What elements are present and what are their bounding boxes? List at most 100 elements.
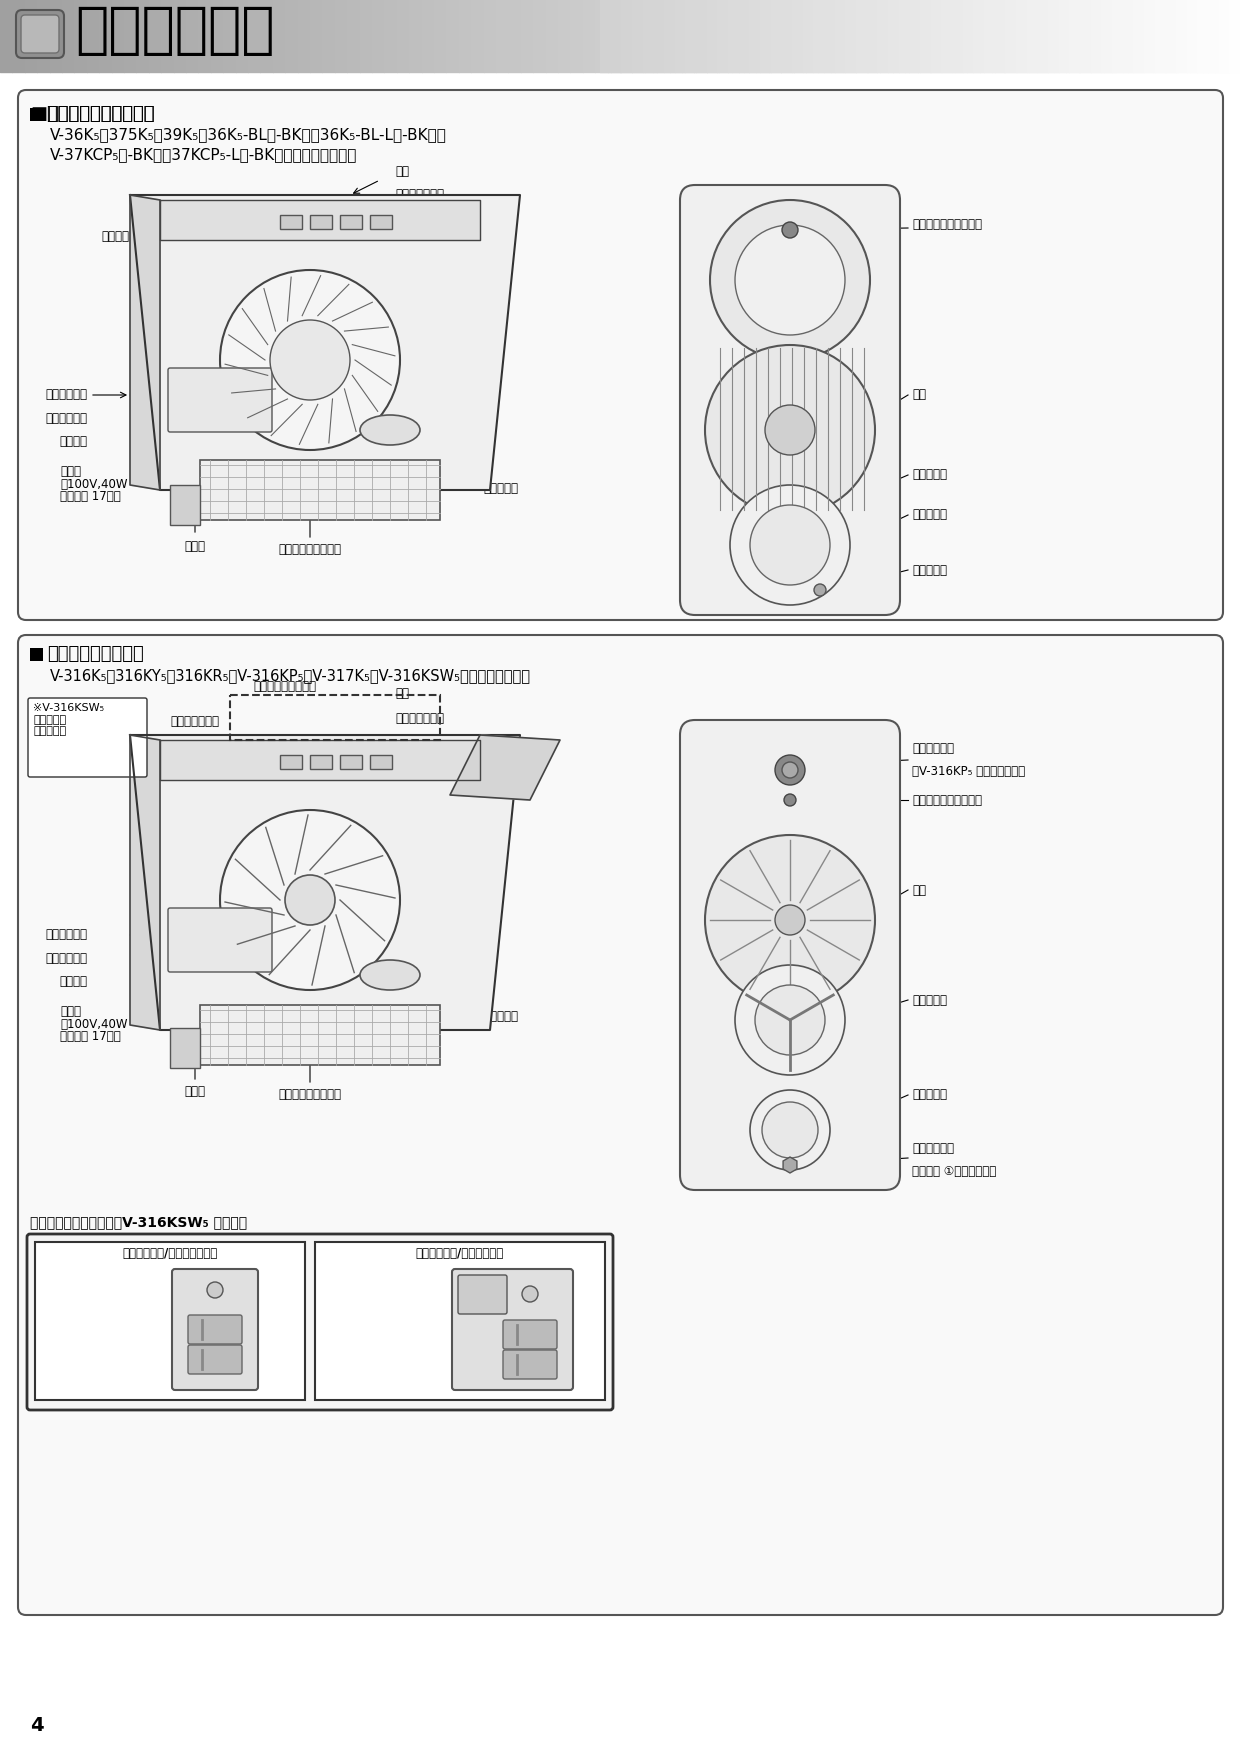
Circle shape bbox=[765, 405, 815, 454]
Polygon shape bbox=[160, 740, 480, 781]
Text: 本体: 本体 bbox=[396, 165, 409, 177]
Text: 差込部: 差込部 bbox=[185, 540, 206, 553]
Circle shape bbox=[775, 754, 805, 786]
Text: （ケーシング）: （ケーシング） bbox=[396, 188, 444, 202]
Text: 照明ランプ入/切スイッチなし: 照明ランプ入/切スイッチなし bbox=[123, 1247, 218, 1259]
Text: ランプ: ランプ bbox=[60, 1005, 81, 1017]
FancyBboxPatch shape bbox=[16, 11, 64, 58]
Circle shape bbox=[750, 1089, 830, 1170]
Text: 表示ランプ: 表示ランプ bbox=[136, 1280, 167, 1289]
Text: スピンナー: スピンナー bbox=[911, 468, 947, 482]
Text: つまみねじ: つまみねじ bbox=[911, 563, 947, 577]
Polygon shape bbox=[130, 195, 520, 489]
Bar bbox=[315, 1242, 605, 1400]
Text: （または ①つまみねじ）: （または ①つまみねじ） bbox=[911, 1165, 996, 1179]
Circle shape bbox=[763, 1102, 818, 1158]
FancyBboxPatch shape bbox=[167, 909, 272, 972]
FancyBboxPatch shape bbox=[21, 16, 60, 53]
Text: 取付ねじ: 取付ねじ bbox=[60, 435, 87, 447]
Text: 風量切換スイッチ: 風量切換スイッチ bbox=[325, 1359, 374, 1370]
Circle shape bbox=[735, 965, 844, 1075]
FancyBboxPatch shape bbox=[680, 719, 900, 1189]
Text: 本体: 本体 bbox=[396, 688, 409, 700]
FancyBboxPatch shape bbox=[680, 184, 900, 616]
Bar bbox=[200, 460, 440, 519]
Text: ベルマウス: ベルマウス bbox=[911, 509, 947, 521]
Circle shape bbox=[219, 810, 401, 989]
Text: スピンナー: スピンナー bbox=[911, 993, 947, 1007]
Text: フィルター（２層）: フィルター（２層） bbox=[279, 1087, 341, 1102]
FancyBboxPatch shape bbox=[27, 1235, 613, 1410]
Polygon shape bbox=[450, 735, 560, 800]
Polygon shape bbox=[130, 735, 160, 1030]
Bar bbox=[170, 1028, 200, 1068]
Text: ■シロッコファンタイプ: ■シロッコファンタイプ bbox=[30, 105, 155, 123]
Circle shape bbox=[522, 1286, 538, 1301]
Text: 羽根: 羽根 bbox=[911, 388, 926, 402]
Bar bbox=[35, 1242, 305, 1400]
Text: 各部のなまえ: 各部のなまえ bbox=[74, 4, 274, 58]
Bar bbox=[30, 647, 43, 661]
Circle shape bbox=[735, 225, 844, 335]
Text: ランプ: ランプ bbox=[60, 465, 81, 479]
Bar bbox=[370, 216, 392, 230]
Text: ターボファンタイプ: ターボファンタイプ bbox=[47, 645, 144, 663]
Bar bbox=[280, 216, 303, 230]
Text: 風量切換ボタン: 風量切換ボタン bbox=[170, 716, 219, 728]
Text: ランプカバー: ランプカバー bbox=[45, 412, 87, 424]
Text: ベルマウス: ベルマウス bbox=[484, 482, 518, 495]
Ellipse shape bbox=[360, 959, 420, 989]
Text: ランプ入／切ボタン: ランプ入／切ボタン bbox=[155, 274, 218, 286]
Bar bbox=[310, 216, 332, 230]
Bar bbox=[229, 695, 440, 740]
Text: 風量切換スイッチ: 風量切換スイッチ bbox=[118, 1351, 167, 1359]
Text: シロッコファンタイプ: シロッコファンタイプ bbox=[47, 105, 155, 123]
Text: コントロールスイッチ（V-316KSW₅ の場合）: コントロールスイッチ（V-316KSW₅ の場合） bbox=[30, 1216, 247, 1230]
Bar bbox=[30, 109, 43, 121]
Text: （ケーシング）: （ケーシング） bbox=[396, 712, 444, 724]
Circle shape bbox=[706, 835, 875, 1005]
Text: （口金径 17㎜）: （口金径 17㎜） bbox=[60, 489, 120, 503]
Text: ランプカバー: ランプカバー bbox=[45, 928, 87, 942]
FancyBboxPatch shape bbox=[188, 1345, 242, 1373]
Bar bbox=[340, 216, 362, 230]
FancyBboxPatch shape bbox=[19, 635, 1223, 1615]
Text: 入: 入 bbox=[479, 1289, 485, 1300]
FancyBboxPatch shape bbox=[29, 698, 148, 777]
Circle shape bbox=[782, 761, 799, 779]
Text: 電源スイッチ: 電源スイッチ bbox=[325, 1330, 362, 1340]
Circle shape bbox=[285, 875, 335, 924]
Text: ランプスイッチ: ランプスイッチ bbox=[325, 1270, 368, 1280]
Circle shape bbox=[775, 905, 805, 935]
Circle shape bbox=[270, 319, 350, 400]
FancyBboxPatch shape bbox=[172, 1268, 258, 1389]
Text: ベルマウス: ベルマウス bbox=[911, 1089, 947, 1102]
FancyBboxPatch shape bbox=[458, 1275, 507, 1314]
Circle shape bbox=[711, 200, 870, 360]
Bar bbox=[310, 754, 332, 768]
Text: 照明ランプ入/切スイッチ付: 照明ランプ入/切スイッチ付 bbox=[415, 1247, 505, 1259]
Bar bbox=[370, 754, 392, 768]
Text: V-37KCP₅（-BK）・37KCP₅-L（-BK）（丸排気タイプ）: V-37KCP₅（-BK）・37KCP₅-L（-BK）（丸排気タイプ） bbox=[50, 147, 357, 161]
Text: ランプカバー: ランプカバー bbox=[45, 388, 87, 402]
Circle shape bbox=[782, 223, 799, 239]
Text: V-316K₅・316KY₅・316KR₅・V-316KP₅・V-317K₅・V-316KSW₅（角排気タイプ）: V-316K₅・316KY₅・316KR₅・V-316KP₅・V-317K₅・V… bbox=[50, 668, 531, 682]
Text: フィルター（２層）: フィルター（２層） bbox=[279, 544, 341, 556]
FancyBboxPatch shape bbox=[167, 368, 272, 431]
Polygon shape bbox=[160, 200, 480, 240]
Bar bbox=[280, 754, 303, 768]
Polygon shape bbox=[130, 195, 160, 489]
Text: ※V-316KSW₅
はボタンは
ありません: ※V-316KSW₅ はボタンは ありません bbox=[33, 703, 104, 737]
Circle shape bbox=[750, 505, 830, 586]
Text: （100V,40W: （100V,40W bbox=[60, 1017, 128, 1031]
Text: （V-316KP₅ はありません）: （V-316KP₅ はありません） bbox=[911, 765, 1025, 779]
Bar bbox=[340, 754, 362, 768]
Text: ゴムキャップ: ゴムキャップ bbox=[911, 742, 954, 754]
Circle shape bbox=[207, 1282, 223, 1298]
Text: モーターシャフトピン: モーターシャフトピン bbox=[911, 219, 982, 232]
Text: 4: 4 bbox=[30, 1715, 43, 1735]
Text: 電源スイッチ: 電源スイッチ bbox=[130, 1316, 167, 1324]
FancyBboxPatch shape bbox=[188, 1316, 242, 1344]
Circle shape bbox=[784, 795, 796, 807]
Circle shape bbox=[730, 486, 849, 605]
